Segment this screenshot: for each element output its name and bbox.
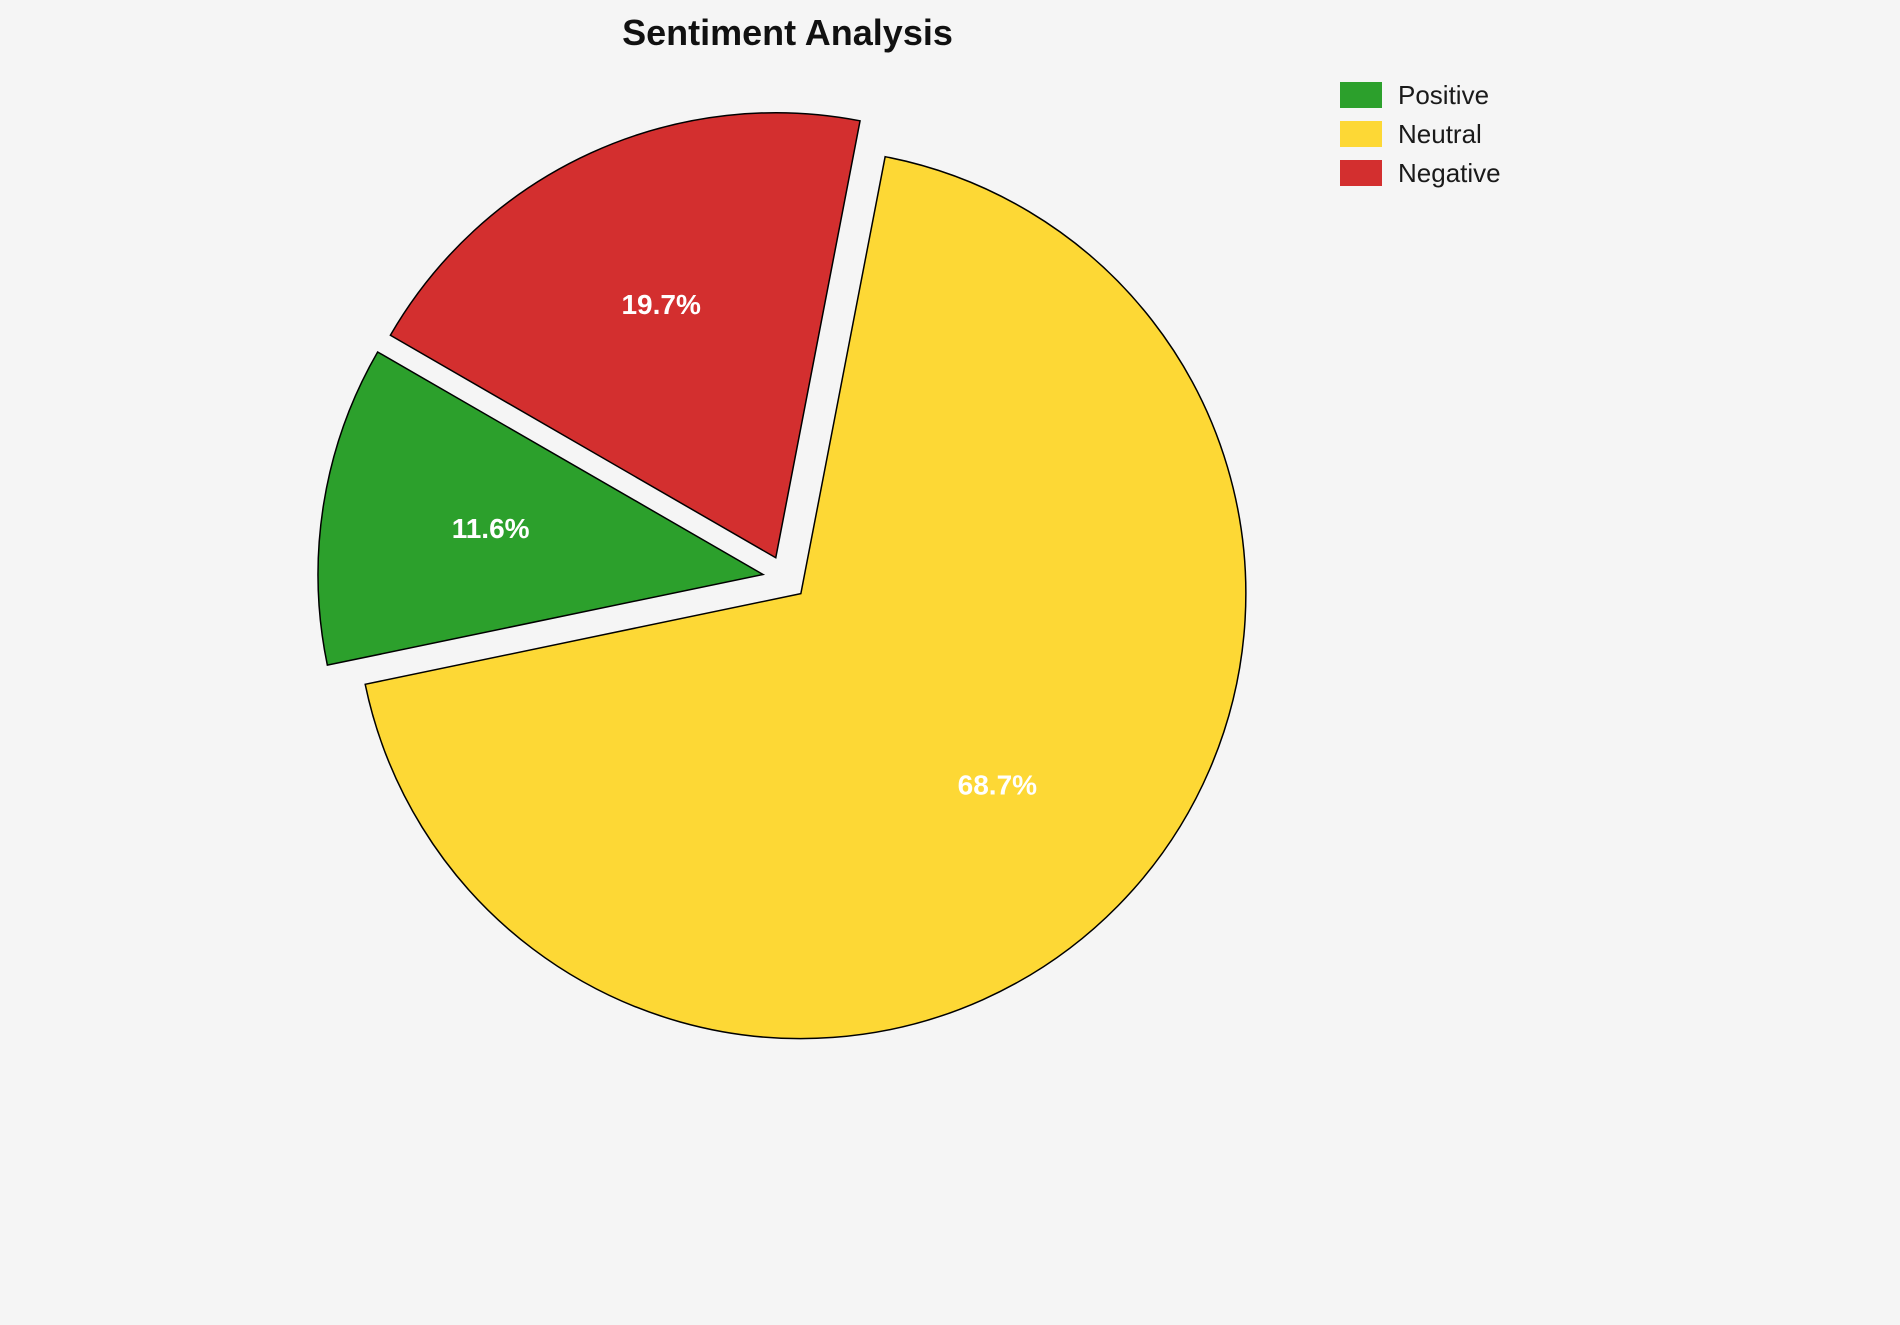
legend-swatch-neutral [1340, 121, 1382, 147]
pie-slice-positive [317, 350, 766, 667]
slice-label-neutral: 68.7% [958, 770, 1037, 801]
legend-label-negative: Negative [1398, 158, 1501, 188]
slice-label-negative: 19.7% [621, 289, 700, 320]
legend: Positive Neutral Negative [1340, 82, 1501, 186]
legend-item-negative: Negative [1340, 160, 1501, 186]
legend-label-positive: Positive [1398, 80, 1490, 110]
legend-swatch-negative [1340, 160, 1382, 186]
pie-slice-neutral [364, 155, 1247, 1040]
chart-title: Sentiment Analysis [622, 12, 953, 53]
legend-label-neutral: Neutral [1398, 119, 1482, 149]
legend-item-positive: Positive [1340, 82, 1501, 108]
legend-item-neutral: Neutral [1340, 121, 1501, 147]
legend-swatch-positive [1340, 82, 1382, 108]
pie-slice-negative [389, 112, 861, 559]
slice-label-positive: 11.6% [452, 513, 530, 544]
